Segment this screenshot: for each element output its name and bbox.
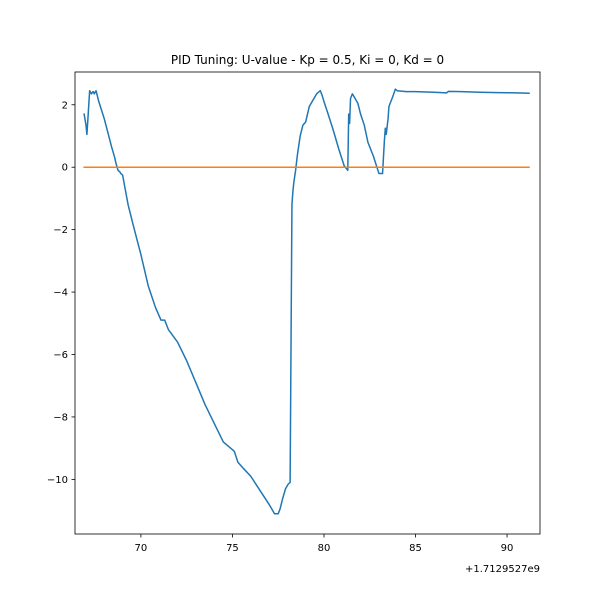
- axes: 70 75 80 85 90 2 0 −2 −4 −6 −8 −10: [47, 71, 541, 554]
- y-tick-label: −2: [53, 225, 68, 236]
- series-line-1: [83, 88, 530, 515]
- y-tick-label: −10: [47, 475, 68, 486]
- y-tick-label: 0: [62, 163, 68, 174]
- y-tick-label: −8: [53, 412, 68, 423]
- plot-area: [83, 88, 530, 515]
- x-tick-label: 80: [318, 543, 331, 554]
- y-tick-label: 2: [62, 100, 68, 111]
- chart-title: PID Tuning: U-value - Kp = 0.5, Ki = 0, …: [171, 53, 444, 67]
- x-axis-offset-label: +1.7129527e9: [465, 564, 540, 575]
- x-tick-label: 85: [409, 543, 422, 554]
- y-tick-label: −6: [53, 350, 68, 361]
- x-tick-label: 75: [226, 543, 239, 554]
- axes-frame: [74, 71, 541, 535]
- y-tick-label: −4: [53, 288, 68, 299]
- x-tick-label: 90: [501, 543, 514, 554]
- x-tick-label: 70: [135, 543, 148, 554]
